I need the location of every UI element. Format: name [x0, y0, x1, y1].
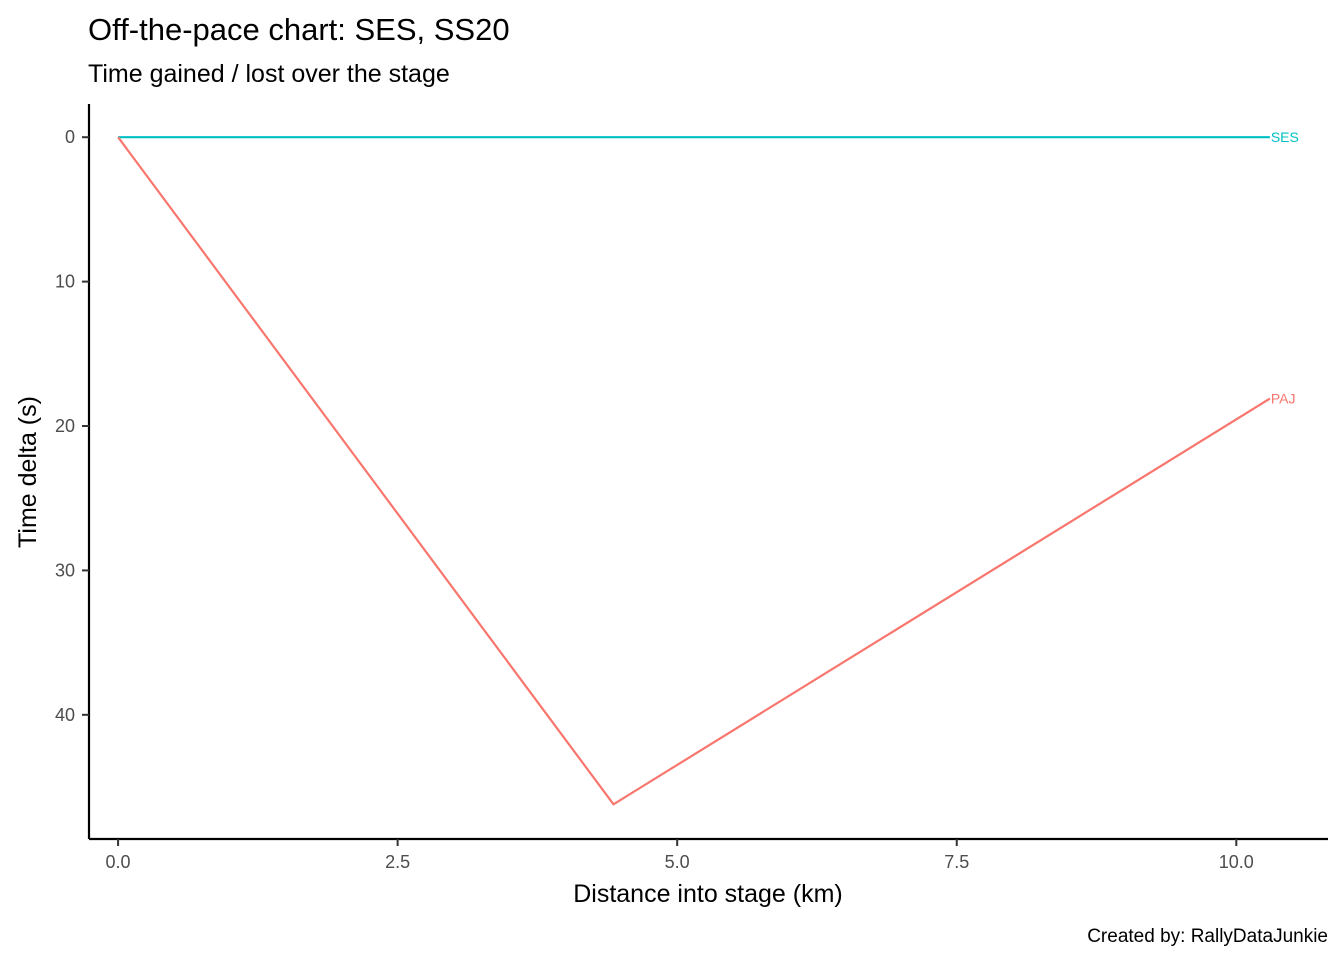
y-axis: 0 10 20 30 40	[55, 104, 91, 839]
chart-subtitle: Time gained / lost over the stage	[88, 60, 450, 88]
y-tick-label: 20	[55, 416, 75, 436]
x-tick-label: 0.0	[106, 852, 131, 872]
chart-caption: Created by: RallyDataJunkie	[1087, 926, 1328, 947]
series-label-ses: SES	[1271, 129, 1299, 145]
x-tick-label: 5.0	[665, 852, 690, 872]
x-axis: 0.0 2.5 5.0 7.5 10.0	[89, 837, 1328, 872]
x-axis-title: Distance into stage (km)	[573, 880, 843, 908]
series-layer: SES PAJ	[117, 129, 1299, 806]
chart-title: Off-the-pace chart: SES, SS20	[88, 12, 510, 47]
series-line-paj	[117, 136, 1271, 806]
y-tick-label: 40	[55, 705, 75, 725]
x-tick-label: 2.5	[385, 852, 410, 872]
x-tick-label: 7.5	[944, 852, 969, 872]
y-tick-label: 10	[55, 272, 75, 292]
y-axis-title: Time delta (s)	[14, 396, 42, 548]
x-tick-label: 10.0	[1219, 852, 1254, 872]
y-tick-label: 0	[65, 127, 75, 147]
series-label-paj: PAJ	[1271, 391, 1296, 407]
y-tick-label: 30	[55, 560, 75, 580]
